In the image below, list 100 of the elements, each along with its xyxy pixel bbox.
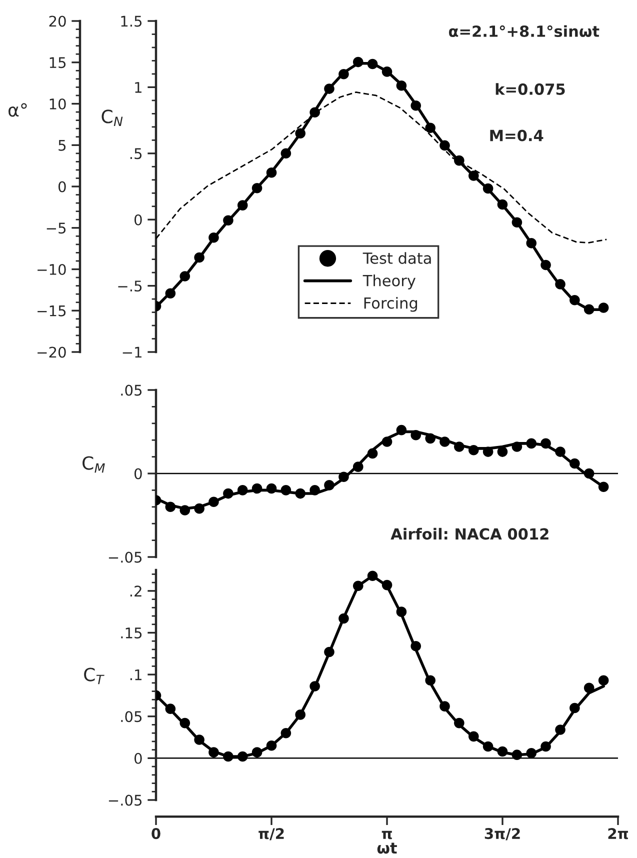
point	[266, 167, 277, 178]
point	[584, 682, 594, 694]
point	[280, 728, 292, 738]
point	[180, 505, 190, 516]
point	[410, 640, 422, 652]
point	[396, 80, 407, 91]
point	[497, 446, 508, 457]
point	[237, 485, 248, 496]
annotation: M=0.4	[490, 130, 544, 142]
point	[165, 704, 176, 714]
y-tick-label: −.05	[108, 552, 142, 563]
point	[338, 472, 349, 482]
point	[425, 433, 436, 444]
y2-axis-title: α°	[8, 103, 27, 117]
point	[570, 458, 580, 469]
y-tick-label: .5	[130, 148, 142, 160]
point	[165, 288, 176, 298]
y2-tick-label: 15	[50, 57, 66, 68]
point	[526, 438, 537, 449]
x-tick-label: 0	[152, 828, 160, 840]
point	[324, 646, 334, 658]
point	[526, 238, 537, 248]
point	[352, 580, 364, 592]
point	[454, 718, 464, 728]
point	[252, 483, 262, 494]
y-tick-label: .05	[121, 711, 142, 722]
point	[237, 751, 248, 762]
point	[512, 442, 522, 452]
annotation: k=0.075	[496, 83, 565, 95]
y2-tick-label: −20	[38, 346, 66, 358]
point	[482, 741, 494, 752]
point	[237, 200, 248, 210]
point	[570, 294, 580, 306]
point	[266, 740, 277, 751]
point	[367, 58, 378, 70]
point	[512, 217, 522, 228]
point	[223, 215, 234, 226]
point	[295, 488, 306, 499]
point	[223, 751, 234, 762]
legend-label: Forcing	[364, 296, 418, 312]
point	[598, 482, 609, 492]
point	[280, 148, 292, 159]
point	[540, 438, 551, 449]
y-tick-label: 0	[134, 214, 142, 226]
y-axis-title: C$_{M}$	[82, 456, 105, 473]
point	[540, 741, 551, 752]
point	[468, 170, 479, 181]
point	[367, 570, 378, 582]
point	[310, 681, 320, 692]
point	[555, 724, 566, 735]
point	[468, 731, 479, 742]
legend-label: Theory	[362, 274, 416, 290]
point	[295, 710, 306, 720]
point	[440, 436, 450, 447]
point	[555, 446, 566, 457]
annotation: α=2.1°+8.1°sinωt	[448, 25, 600, 38]
point	[310, 485, 320, 496]
y2-tick-label: −15	[38, 306, 66, 316]
point	[208, 747, 219, 758]
point	[540, 260, 551, 270]
y-tick-label: 1.5	[121, 16, 142, 27]
point	[266, 483, 277, 494]
point	[526, 748, 537, 758]
y-tick-label: .1	[130, 669, 142, 680]
point	[425, 675, 436, 686]
point	[598, 675, 609, 686]
point	[454, 442, 464, 452]
point	[396, 424, 407, 436]
point	[410, 430, 422, 440]
point	[512, 750, 522, 760]
y2-tick-label: −5	[46, 222, 66, 234]
point	[338, 68, 349, 80]
point	[208, 232, 219, 243]
point	[180, 718, 190, 728]
point	[280, 485, 292, 496]
x-tick-label: π/2	[258, 828, 284, 840]
point	[382, 66, 392, 77]
point	[410, 100, 422, 111]
y-tick-label: 0	[134, 752, 142, 764]
y-tick-label: 0	[134, 468, 142, 480]
point	[598, 302, 609, 313]
y2-tick-label: 20	[49, 16, 66, 27]
point	[382, 580, 392, 590]
x-tick-label: π	[382, 830, 392, 840]
y2-tick-label: 5	[58, 140, 66, 151]
point	[382, 436, 392, 447]
point	[338, 613, 349, 624]
y-tick-label: −.05	[108, 794, 142, 806]
y2-tick-label: −10	[38, 264, 66, 275]
point	[352, 56, 364, 68]
point	[497, 746, 508, 757]
x-axis-title: ωt	[377, 842, 397, 854]
y-tick-label: −1	[122, 346, 142, 358]
y-tick-label: 1	[135, 82, 142, 93]
point	[324, 84, 334, 94]
point	[425, 122, 436, 133]
point	[194, 252, 204, 263]
point	[180, 271, 190, 282]
y2-tick-label: 10	[50, 98, 66, 110]
point	[396, 606, 407, 617]
